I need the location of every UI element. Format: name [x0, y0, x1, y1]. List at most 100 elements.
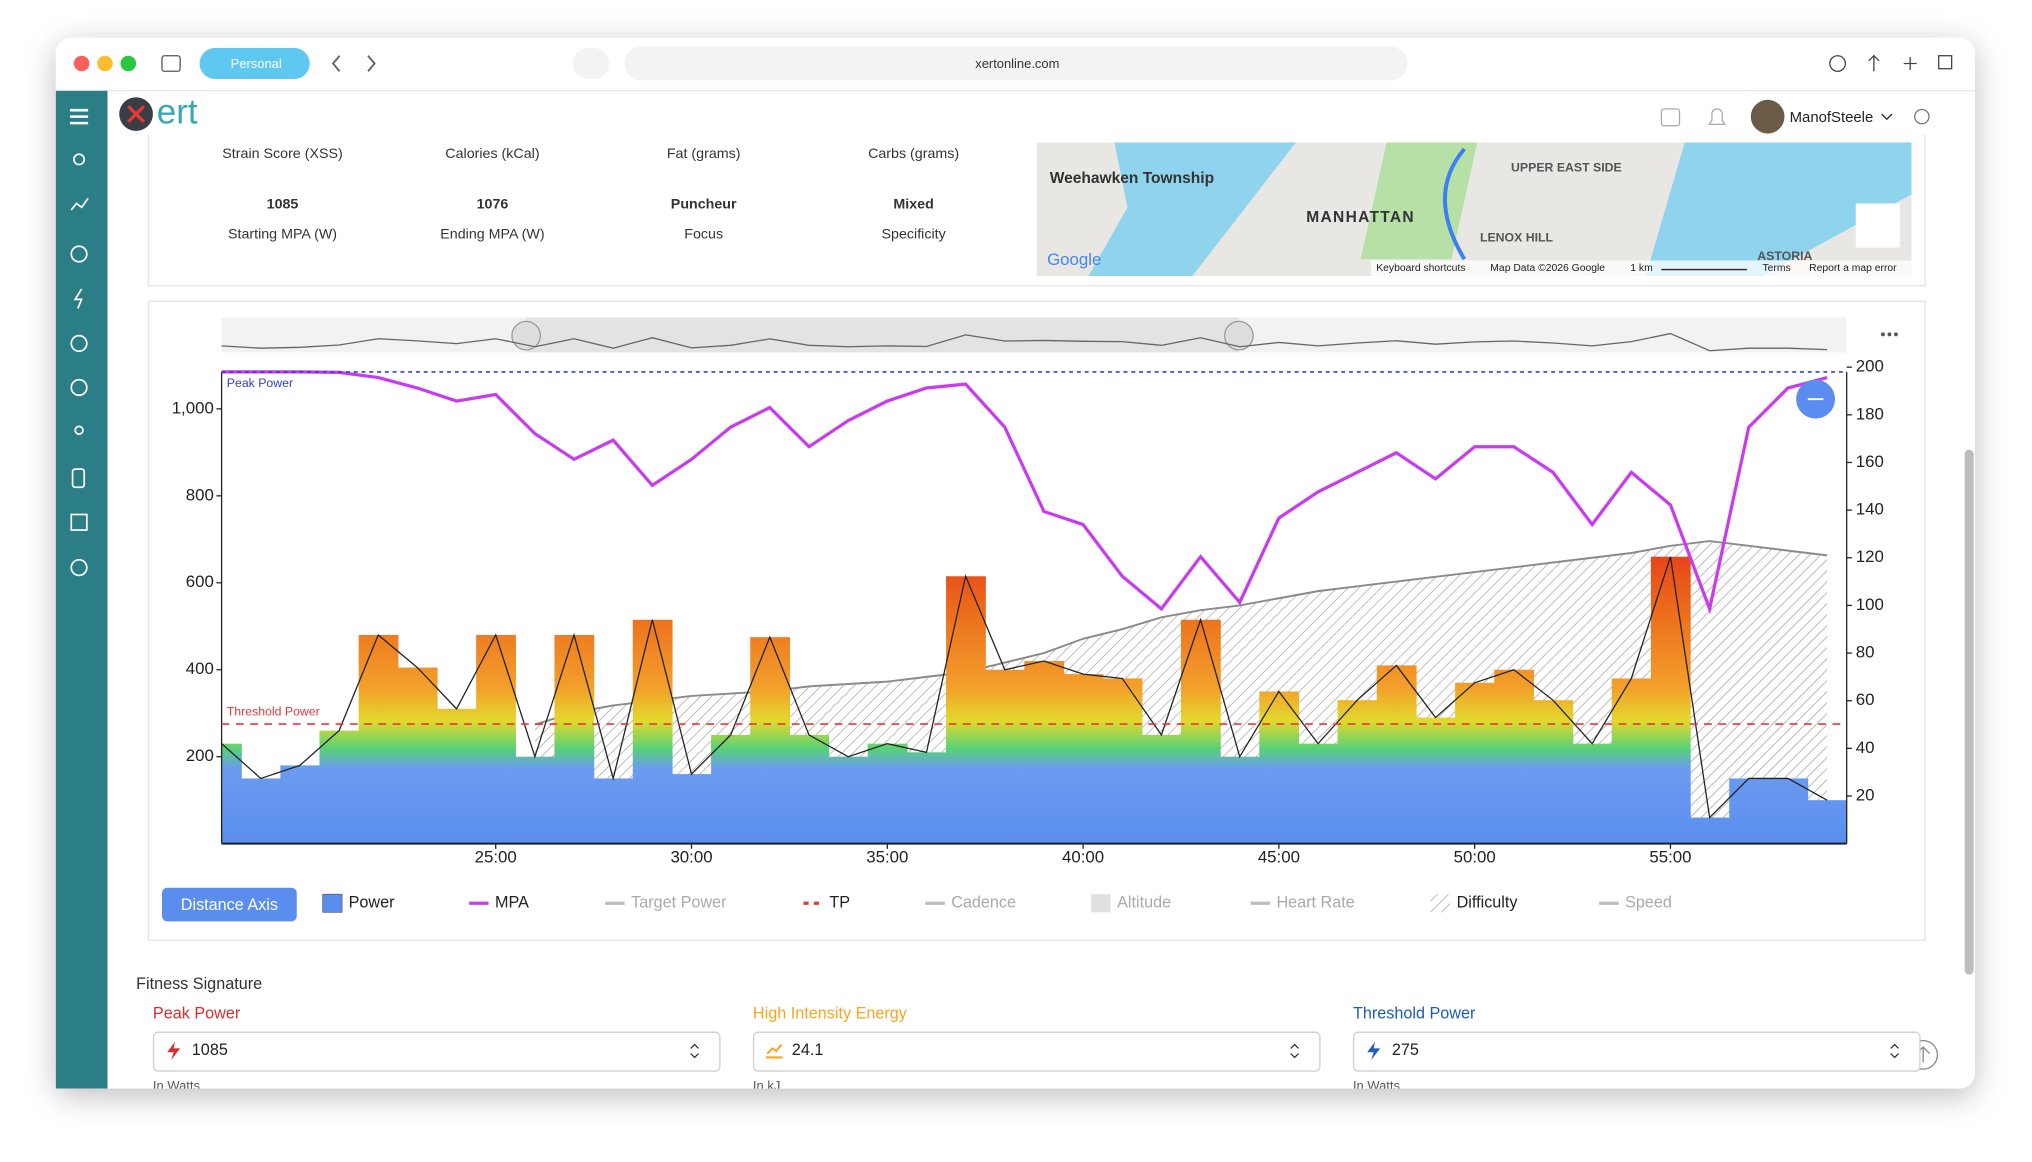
- x-tick-label: 50:00: [1454, 847, 1496, 866]
- legend-label[interactable]: MPA: [495, 894, 529, 912]
- toolbar-icons[interactable]: [1868, 54, 1917, 72]
- range-handle[interactable]: [511, 320, 542, 351]
- close-button[interactable]: [73, 55, 90, 72]
- y-tick-label: 1,000: [172, 398, 214, 417]
- legend-label[interactable]: Target Power: [631, 894, 727, 912]
- range-handle[interactable]: [1223, 320, 1254, 351]
- nav-progress[interactable]: [70, 197, 89, 211]
- user-name[interactable]: ManofSteele: [1790, 110, 1874, 126]
- y2-tick-label: 100: [1856, 595, 1884, 614]
- field-box[interactable]: [1352, 1031, 1921, 1072]
- legend-label[interactable]: Cadence: [951, 894, 1016, 912]
- y2-tick-label: 160: [1856, 452, 1884, 471]
- y2-tick-label: 180: [1856, 404, 1884, 423]
- address-bar[interactable]: [624, 46, 1408, 81]
- power-bar: [241, 778, 281, 844]
- map-label: LENOX HILL: [1480, 231, 1554, 245]
- y2-tick-label: 120: [1856, 547, 1884, 566]
- pegman[interactable]: [1855, 203, 1900, 248]
- map-label: MANHATTAN: [1306, 209, 1415, 226]
- field-spinner[interactable]: [688, 1041, 701, 1062]
- nav-mobile[interactable]: [71, 468, 86, 489]
- nav-timer[interactable]: [70, 245, 88, 263]
- profile-pill[interactable]: [199, 47, 310, 80]
- nav-sync[interactable]: [70, 334, 88, 353]
- x-tick-label: 55:00: [1649, 847, 1691, 866]
- power-bar: [1572, 743, 1613, 844]
- map-label: Weehawken Township: [1050, 170, 1214, 187]
- bell-icon[interactable]: [1708, 108, 1727, 126]
- power-bar: [1337, 700, 1378, 844]
- legend-label[interactable]: Power: [349, 894, 395, 912]
- map-label: UPPER EAST SIDE: [1511, 161, 1622, 175]
- map-footer[interactable]: Report a map error: [1809, 263, 1897, 274]
- nav-help[interactable]: [70, 558, 88, 577]
- field-box[interactable]: [752, 1031, 1321, 1072]
- power-bar: [358, 634, 399, 844]
- legend-label[interactable]: TP: [829, 894, 850, 912]
- field-spinner[interactable]: [1288, 1041, 1301, 1062]
- summary-value: 1085: [266, 196, 299, 213]
- power-bar: [671, 774, 712, 844]
- zoom-button[interactable]: [120, 55, 137, 72]
- nav-profile[interactable]: [73, 153, 86, 166]
- legend-label[interactable]: Difficulty: [1457, 894, 1519, 912]
- nav-arrows[interactable]: [331, 55, 376, 72]
- minimize-button[interactable]: [97, 55, 113, 72]
- logo-text[interactable]: ert: [157, 92, 198, 131]
- map-footer[interactable]: Terms: [1762, 263, 1790, 274]
- field-icon: [763, 1039, 784, 1062]
- power-bar: [632, 619, 673, 844]
- power-bar: [867, 743, 908, 844]
- x-tick-label: 35:00: [866, 847, 908, 866]
- news-icon[interactable]: [1660, 108, 1681, 127]
- summary-label: Focus: [684, 226, 724, 243]
- power-bar: [1494, 669, 1535, 844]
- overview-selection[interactable]: [526, 317, 1239, 353]
- map-footer[interactable]: Keyboard shortcuts: [1376, 263, 1465, 274]
- more-menu[interactable]: [1887, 332, 1892, 337]
- power-bar: [554, 634, 595, 844]
- power-bar: [1141, 734, 1182, 844]
- more-menu[interactable]: [1881, 332, 1885, 337]
- legend-label[interactable]: Altitude: [1117, 894, 1171, 912]
- legend-label[interactable]: Heart Rate: [1276, 894, 1354, 912]
- legend-label[interactable]: Speed: [1625, 894, 1672, 912]
- x-tick-label: 45:00: [1258, 847, 1300, 866]
- summary-label: Specificity: [881, 226, 946, 243]
- map[interactable]: Weehawken Township MANHATTAN UPPER EAST …: [1036, 142, 1912, 277]
- section-title: Fitness Signature: [136, 974, 263, 993]
- x-tick-label: 25:00: [475, 847, 517, 866]
- field-spinner[interactable]: [1888, 1041, 1901, 1062]
- add-icon[interactable]: [1914, 108, 1930, 125]
- downloads[interactable]: [1829, 55, 1847, 72]
- power-bar: [476, 634, 516, 844]
- sidebar-toggle[interactable]: [161, 55, 181, 72]
- y2-tick-label: 60: [1856, 690, 1875, 709]
- nav-play[interactable]: [70, 378, 88, 397]
- y2-tick-label: 80: [1856, 643, 1875, 662]
- y2-tick-label: 20: [1856, 785, 1875, 804]
- y2-tick-label: 40: [1856, 738, 1875, 757]
- field-label: Peak Power: [152, 1004, 241, 1023]
- distance-axis-button[interactable]: [161, 887, 297, 922]
- more-menu[interactable]: [1893, 332, 1898, 337]
- power-bar: [750, 637, 791, 844]
- tabs-button[interactable]: [1938, 55, 1953, 70]
- logo-x: [127, 105, 145, 123]
- extension-button[interactable]: [572, 47, 610, 80]
- field-icon: [163, 1039, 184, 1062]
- menu-icon[interactable]: [69, 108, 89, 125]
- nav-workouts[interactable]: [73, 288, 83, 309]
- user-caret[interactable]: [1881, 113, 1893, 121]
- summary-label: Fat (grams): [666, 146, 741, 162]
- avatar[interactable]: [1750, 99, 1785, 134]
- nav-library[interactable]: [70, 513, 88, 531]
- nav-community[interactable]: [74, 425, 84, 435]
- field-unit: In Watts: [1352, 1079, 1400, 1089]
- field-box[interactable]: [152, 1031, 721, 1072]
- scrollbar[interactable]: [1964, 449, 1974, 975]
- power-bar: [1259, 691, 1300, 844]
